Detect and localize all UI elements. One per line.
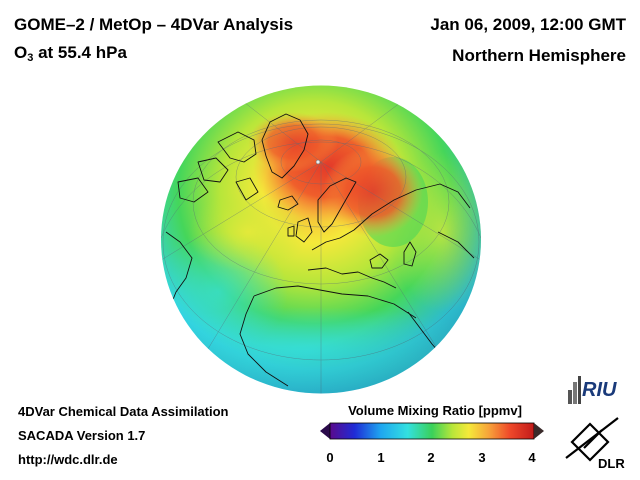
colorbar-tick: 1 xyxy=(377,450,385,465)
map-datetime: Jan 06, 2009, 12:00 GMT xyxy=(430,15,626,34)
species-subscript: 3 xyxy=(27,52,34,64)
footer-line-2: SACADA Version 1.7 xyxy=(18,428,146,443)
riu-logo: RIU xyxy=(568,376,617,404)
colorbar-max-arrow xyxy=(534,423,544,439)
riu-logo-text: RIU xyxy=(582,379,617,401)
colorbar-tick: 3 xyxy=(478,450,486,465)
dlr-logo: DLR xyxy=(565,417,625,471)
map-subtitle: O3 at 55.4 hPa xyxy=(14,42,127,69)
globe-svg xyxy=(161,85,481,394)
footer-line-1: 4DVar Chemical Data Assimilation xyxy=(18,404,229,419)
colorbar-tick: 2 xyxy=(427,450,435,465)
species-label: O xyxy=(14,43,28,62)
globe-map xyxy=(158,82,484,397)
colorbar-title: Volume Mixing Ratio [ppmv] xyxy=(348,403,522,418)
colorbar-tick: 4 xyxy=(528,450,536,465)
map-title: GOME–2 / MetOp – 4DVar Analysis xyxy=(14,15,294,34)
pressure-level: at 55.4 hPa xyxy=(33,43,127,62)
map-region: Northern Hemisphere xyxy=(452,46,626,65)
colorbar xyxy=(320,422,544,440)
colorbar-tick: 0 xyxy=(326,450,334,465)
colorbar-min-arrow xyxy=(320,423,330,439)
colorbar-gradient xyxy=(329,422,535,440)
footer-url[interactable]: http://wdc.dlr.de xyxy=(18,452,118,467)
dlr-logo-text: DLR xyxy=(598,456,625,471)
